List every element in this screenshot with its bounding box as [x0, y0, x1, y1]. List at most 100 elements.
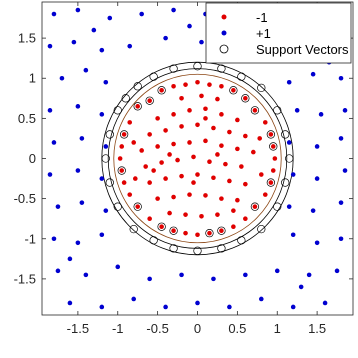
neg-point-30: [268, 180, 274, 185]
neg-point-77: [167, 210, 172, 216]
support-vector-36: [133, 202, 142, 211]
neg-point-50: [155, 144, 160, 149]
support-vector-14: [237, 236, 246, 245]
neg-point-93: [151, 168, 156, 173]
legend-marker-support: [219, 44, 229, 54]
neg-point-48: [243, 133, 248, 139]
neg-point-85: [131, 140, 137, 145]
support-vector-18: [149, 236, 158, 245]
x-tick-label-4: 0.5: [228, 321, 246, 336]
neg-point-71: [155, 196, 160, 201]
pos-point-66: [67, 300, 73, 306]
neg-point-69: [227, 178, 232, 184]
neg-point-20: [159, 224, 164, 230]
x-tick-label-6: 1.5: [308, 321, 326, 336]
neg-point-28: [252, 204, 258, 209]
neg-point-13: [119, 144, 125, 149]
neg-point-15: [119, 168, 125, 173]
pos-point-21: [83, 67, 89, 73]
neg-point-8: [231, 87, 236, 93]
neg-point-38: [187, 108, 192, 113]
support-vector-13: [257, 224, 266, 234]
support-vector-19: [129, 224, 138, 234]
pos-point-11: [71, 39, 77, 45]
pos-point-53: [290, 232, 296, 238]
neg-point-74: [203, 193, 208, 198]
neg-point-32: [272, 156, 278, 161]
neg-point-11: [127, 120, 133, 125]
support-vector-17: [169, 244, 178, 253]
neg-point-60: [191, 154, 196, 160]
neg-point-22: [183, 230, 188, 236]
pos-point-44: [55, 204, 61, 209]
neg-point-91: [167, 152, 172, 157]
pos-point-0: [51, 11, 57, 17]
pos-point-73: [290, 304, 296, 310]
pos-point-15: [199, 39, 204, 45]
y-tick-label-5: 1: [29, 71, 36, 86]
neg-point-84: [215, 96, 220, 102]
support-vector-11: [281, 178, 290, 187]
neg-point-72: [171, 194, 176, 200]
support-vector-37: [250, 202, 260, 211]
pos-point-34: [103, 144, 109, 149]
pos-point-65: [334, 268, 340, 274]
neg-point-45: [195, 122, 200, 128]
legend-label-support: Support Vectors: [256, 42, 349, 57]
support-vector-8: [273, 106, 282, 115]
neg-point-46: [211, 125, 216, 131]
neg-point-64: [147, 180, 152, 185]
neg-point-58: [159, 160, 164, 165]
neg-point-35: [262, 120, 268, 125]
neg-point-14: [117, 156, 123, 161]
neg-point-90: [215, 152, 220, 157]
support-vector-12: [273, 202, 282, 211]
pos-point-68: [131, 296, 137, 302]
y-tick-label-3: 0: [29, 151, 36, 166]
y-tick-label-0: -1.5: [14, 271, 36, 286]
pos-point-54: [314, 240, 320, 246]
support-vector-15: [217, 244, 226, 253]
support-vector-2: [149, 72, 158, 81]
pos-point-56: [55, 268, 61, 274]
y-tick-label-1: -1: [24, 231, 36, 246]
x-tick-label-3: 0: [194, 321, 201, 336]
neg-point-92: [203, 116, 208, 121]
neg-point-40: [219, 112, 224, 117]
support-vector-6: [237, 72, 246, 81]
neg-point-67: [195, 172, 200, 177]
support-vector-29: [241, 94, 250, 103]
pos-point-38: [47, 172, 53, 177]
pos-point-2: [107, 15, 113, 21]
support-vector-27: [157, 86, 166, 95]
neg-point-33: [270, 144, 276, 149]
support-vector-39: [169, 226, 178, 235]
support-vector-25: [133, 102, 142, 111]
pos-point-75: [91, 27, 97, 33]
support-vector-28: [229, 86, 238, 95]
legend-marker-pos: [221, 30, 227, 36]
support-vector-3: [169, 64, 178, 73]
neg-point-86: [258, 172, 264, 177]
pos-point-74: [322, 300, 328, 306]
pos-point-42: [314, 176, 320, 181]
pos-point-52: [99, 232, 105, 238]
x-tick-label-2: -0.5: [146, 321, 168, 336]
pos-point-37: [338, 136, 344, 141]
support-vector-9: [281, 130, 290, 139]
neg-point-61: [207, 159, 212, 165]
pos-point-12: [99, 47, 105, 53]
pos-point-31: [342, 108, 348, 113]
neg-point-76: [235, 197, 240, 203]
pos-point-22: [103, 79, 109, 85]
neg-point-36: [155, 116, 160, 121]
boundary-circle-0: [113, 73, 282, 244]
neg-point-0: [135, 104, 140, 109]
neg-point-1: [147, 98, 152, 104]
pos-point-3: [139, 11, 144, 17]
y-axis-ticks: -1.5 -1 -0.5 0 0.5 1 1.5: [14, 31, 353, 286]
neg-point-41: [235, 117, 240, 123]
neg-point-24: [207, 230, 212, 236]
support-vector-23: [105, 130, 114, 139]
pos-point-41: [290, 172, 296, 177]
